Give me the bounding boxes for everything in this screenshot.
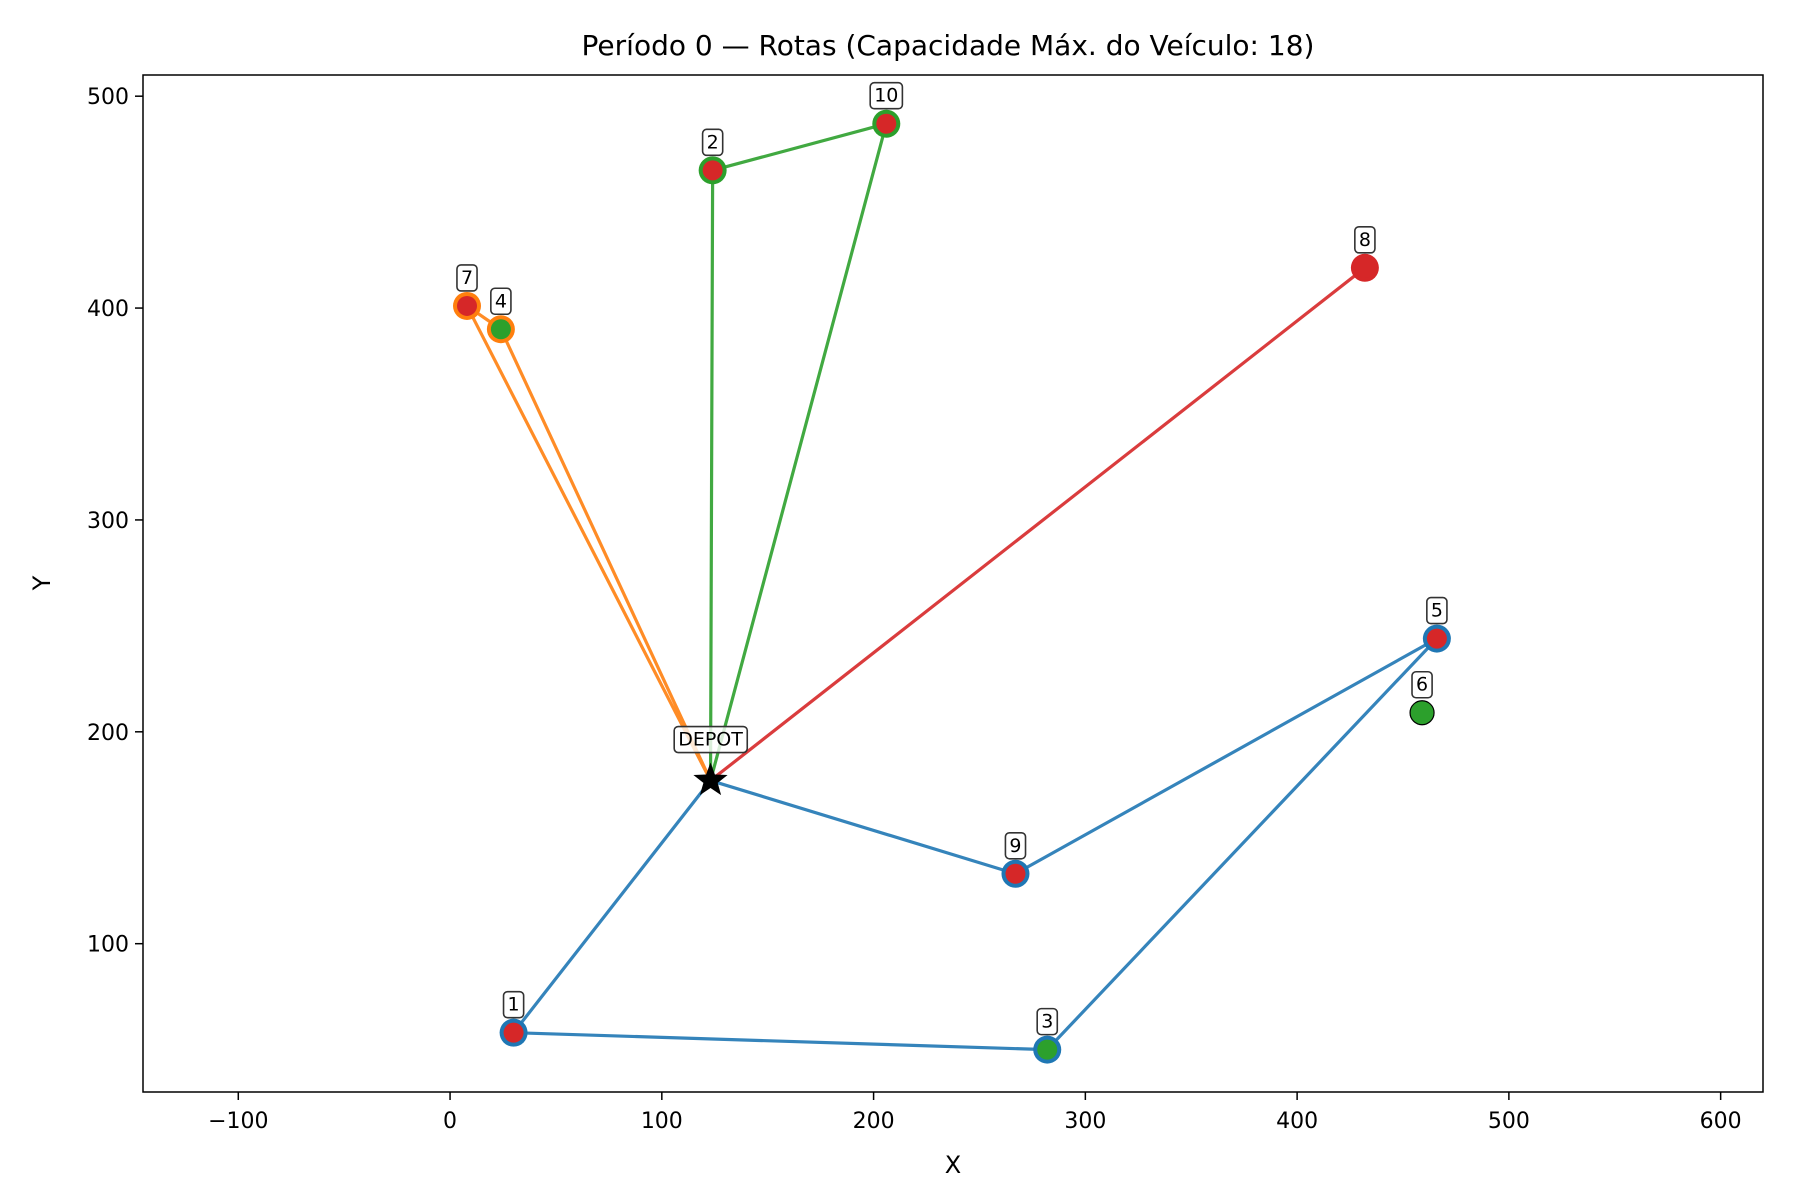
node-label-5-text: 5	[1431, 600, 1443, 622]
x-tick-label: 100	[641, 1109, 683, 1134]
depot-label-text: DEPOT	[678, 729, 743, 751]
node-label-10-text: 10	[874, 85, 898, 107]
node-8	[1354, 257, 1375, 278]
plot-frame	[142, 74, 1764, 1093]
node-9	[1005, 863, 1026, 884]
node-label-3: 3	[1036, 1007, 1059, 1036]
node-label-4-box	[490, 287, 512, 316]
route-line	[708, 122, 888, 781]
x-tick-label: 600	[1700, 1109, 1742, 1134]
y-tick-label: 500	[87, 85, 129, 110]
node-label-5: 5	[1426, 596, 1448, 625]
node-4	[490, 319, 511, 340]
x-tick-label: 0	[443, 1109, 457, 1134]
node-1	[503, 1022, 524, 1043]
node-label-7-box	[456, 264, 478, 292]
node-label-1: 1	[502, 990, 525, 1019]
node-label-6: 6	[1411, 670, 1433, 699]
node-label-7-text: 7	[461, 267, 473, 289]
node-label-3-box	[1036, 1007, 1059, 1036]
node-3	[1037, 1039, 1058, 1060]
x-tick-label: 400	[1276, 1109, 1318, 1134]
x-tick-label: 300	[1064, 1109, 1106, 1134]
node-7	[457, 295, 477, 316]
customer-nodes	[453, 109, 1451, 1064]
node-label-7: 7	[456, 264, 478, 292]
x-tick-label: 500	[1488, 1109, 1530, 1134]
node-2	[702, 160, 723, 181]
x-tick-label: −100	[208, 1109, 268, 1134]
node-label-2-box	[701, 128, 724, 157]
node-label-9-text: 9	[1009, 835, 1021, 857]
node-6	[1409, 700, 1435, 726]
y-tick-label: 100	[87, 933, 129, 958]
axis-ticks: −100 0 100 200 300 400 500 600 100 200 300 400 500	[87, 85, 1742, 1134]
node-label-5-box	[1426, 596, 1448, 625]
depot-label-box	[673, 725, 749, 754]
node-label-6-text: 6	[1416, 674, 1428, 696]
node-10	[876, 113, 897, 134]
node-label-10-box	[869, 81, 904, 110]
y-axis-label: Y	[28, 575, 56, 591]
route-line	[465, 304, 712, 782]
route-line	[511, 636, 1439, 1052]
node-label-4: 4	[490, 287, 512, 316]
node-label-1-box	[502, 990, 525, 1019]
y-tick-label: 200	[87, 721, 129, 746]
node-label-2: 2	[701, 128, 724, 157]
node-label-9: 9	[1004, 831, 1027, 860]
node-label-3-text: 3	[1041, 1011, 1053, 1033]
y-tick-label: 400	[87, 297, 129, 322]
depot-star	[693, 762, 728, 796]
plot-area	[142, 74, 1764, 1093]
depot-label: DEPOT	[673, 725, 749, 754]
y-tick-label: 300	[87, 509, 129, 534]
node-label-6-box	[1411, 670, 1433, 699]
x-axis-label: X	[945, 1151, 961, 1179]
node-label-4-text: 4	[495, 290, 507, 312]
x-tick-label: 200	[853, 1109, 895, 1134]
node-labels: 1 2 3 4 5 6 7 8 9 10 DEPOT	[456, 81, 1448, 1036]
node-label-1-text: 1	[508, 994, 520, 1016]
node-5	[1426, 628, 1447, 649]
node-label-2-text: 2	[707, 131, 719, 153]
node-label-10: 10	[869, 81, 904, 110]
node-label-8-box	[1354, 226, 1376, 254]
chart-title: Período 0 — Rotas (Capacidade Máx. do Ve…	[582, 29, 1315, 62]
node-label-8: 8	[1354, 226, 1376, 254]
node-label-9-box	[1004, 831, 1027, 860]
node-label-8-text: 8	[1359, 229, 1371, 251]
